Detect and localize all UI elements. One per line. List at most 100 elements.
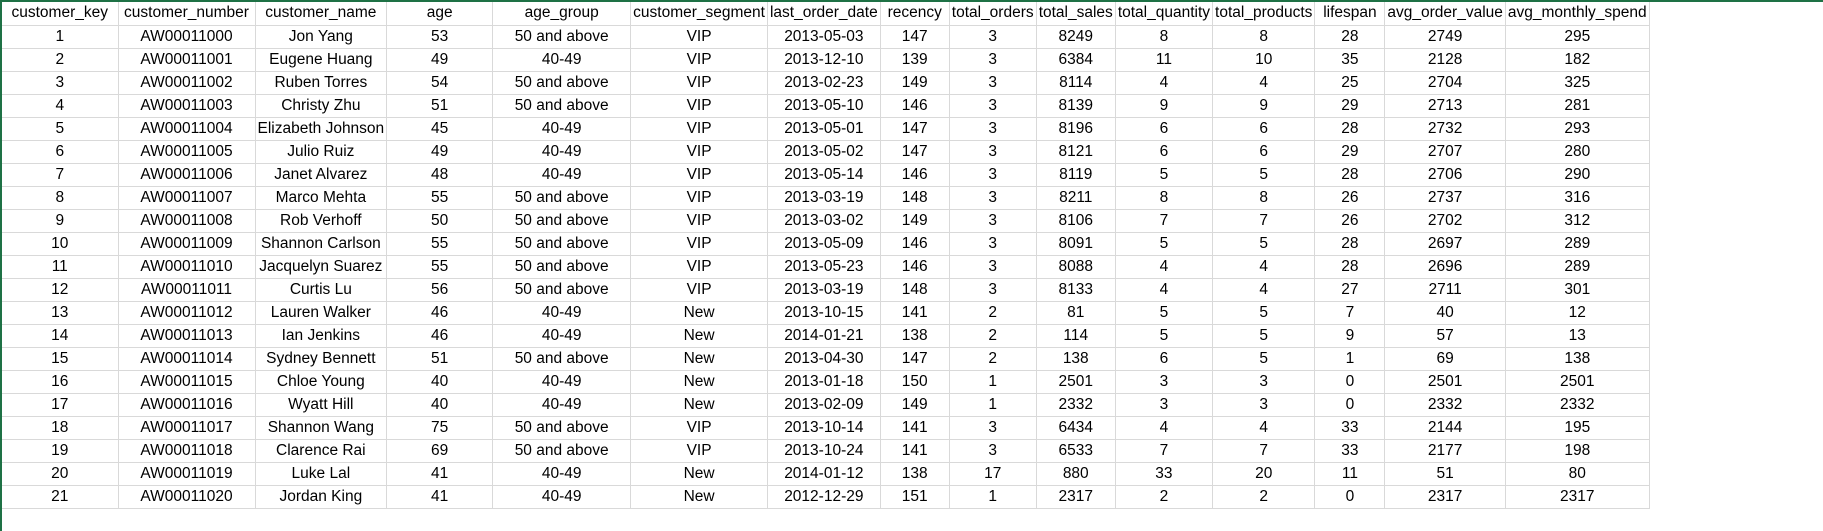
cell-age[interactable]: 55 bbox=[386, 232, 494, 256]
cell-customer-segment[interactable]: VIP bbox=[630, 94, 768, 118]
cell-total-orders[interactable]: 2 bbox=[949, 301, 1037, 325]
cell-lifespan[interactable]: 35 bbox=[1314, 48, 1386, 72]
cell-avg-monthly-spend[interactable]: 289 bbox=[1505, 255, 1650, 279]
cell-lifespan[interactable]: 33 bbox=[1314, 416, 1386, 440]
cell-age[interactable]: 55 bbox=[386, 255, 494, 279]
cell-lifespan[interactable]: 29 bbox=[1314, 140, 1386, 164]
cell-total-sales[interactable]: 8091 bbox=[1036, 232, 1116, 256]
cell-total-orders[interactable]: 3 bbox=[949, 186, 1037, 210]
cell-age[interactable]: 53 bbox=[386, 25, 494, 49]
cell-age-group[interactable]: 50 and above bbox=[492, 347, 632, 371]
cell-total-products[interactable]: 3 bbox=[1212, 393, 1316, 417]
cell-customer-key[interactable]: 14 bbox=[2, 324, 119, 348]
cell-total-quantity[interactable]: 11 bbox=[1115, 48, 1214, 72]
cell-lifespan[interactable]: 1 bbox=[1314, 347, 1386, 371]
cell-avg-order-value[interactable]: 2704 bbox=[1384, 71, 1506, 95]
cell-avg-order-value[interactable]: 2128 bbox=[1384, 48, 1506, 72]
cell-total-quantity[interactable]: 7 bbox=[1115, 439, 1214, 463]
cell-total-products[interactable]: 5 bbox=[1212, 163, 1316, 187]
cell-age-group[interactable]: 50 and above bbox=[492, 278, 632, 302]
cell-recency[interactable]: 149 bbox=[880, 393, 950, 417]
cell-customer-name[interactable]: Wyatt Hill bbox=[255, 393, 388, 417]
column-header-last-order-date[interactable]: last_order_date bbox=[767, 2, 881, 26]
cell-total-quantity[interactable]: 6 bbox=[1115, 117, 1214, 141]
cell-total-quantity[interactable]: 5 bbox=[1115, 163, 1214, 187]
cell-customer-segment[interactable]: VIP bbox=[630, 209, 768, 233]
cell-customer-number[interactable]: AW00011011 bbox=[118, 278, 256, 302]
cell-avg-order-value[interactable]: 2737 bbox=[1384, 186, 1506, 210]
cell-avg-monthly-spend[interactable]: 138 bbox=[1505, 347, 1650, 371]
cell-lifespan[interactable]: 28 bbox=[1314, 163, 1386, 187]
cell-customer-key[interactable]: 8 bbox=[2, 186, 119, 210]
cell-avg-order-value[interactable]: 2702 bbox=[1384, 209, 1506, 233]
cell-age[interactable]: 45 bbox=[386, 117, 494, 141]
cell-avg-monthly-spend[interactable]: 2317 bbox=[1505, 485, 1650, 509]
cell-age[interactable]: 51 bbox=[386, 94, 494, 118]
cell-age[interactable]: 46 bbox=[386, 301, 494, 325]
cell-avg-order-value[interactable]: 2144 bbox=[1384, 416, 1506, 440]
cell-customer-name[interactable]: Christy Zhu bbox=[255, 94, 388, 118]
cell-avg-order-value[interactable]: 2177 bbox=[1384, 439, 1506, 463]
cell-customer-key[interactable]: 2 bbox=[2, 48, 119, 72]
column-header-recency[interactable]: recency bbox=[880, 2, 950, 26]
column-header-total-quantity[interactable]: total_quantity bbox=[1115, 2, 1214, 26]
cell-customer-key[interactable]: 11 bbox=[2, 255, 119, 279]
cell-last-order-date[interactable]: 2013-04-30 bbox=[767, 347, 881, 371]
cell-age-group[interactable]: 50 and above bbox=[492, 209, 632, 233]
cell-recency[interactable]: 146 bbox=[880, 163, 950, 187]
cell-customer-segment[interactable]: VIP bbox=[630, 117, 768, 141]
cell-recency[interactable]: 141 bbox=[880, 439, 950, 463]
cell-total-products[interactable]: 4 bbox=[1212, 416, 1316, 440]
cell-lifespan[interactable]: 26 bbox=[1314, 209, 1386, 233]
cell-customer-number[interactable]: AW00011007 bbox=[118, 186, 256, 210]
cell-avg-monthly-spend[interactable]: 12 bbox=[1505, 301, 1650, 325]
column-header-age-group[interactable]: age_group bbox=[492, 2, 632, 26]
cell-customer-number[interactable]: AW00011017 bbox=[118, 416, 256, 440]
cell-customer-key[interactable]: 7 bbox=[2, 163, 119, 187]
cell-age-group[interactable]: 40-49 bbox=[492, 324, 632, 348]
cell-total-products[interactable]: 6 bbox=[1212, 140, 1316, 164]
cell-avg-order-value[interactable]: 51 bbox=[1384, 462, 1506, 486]
cell-total-orders[interactable]: 3 bbox=[949, 94, 1037, 118]
cell-age-group[interactable]: 40-49 bbox=[492, 370, 632, 394]
cell-customer-number[interactable]: AW00011002 bbox=[118, 71, 256, 95]
cell-customer-name[interactable]: Clarence Rai bbox=[255, 439, 388, 463]
cell-total-products[interactable]: 10 bbox=[1212, 48, 1316, 72]
cell-recency[interactable]: 146 bbox=[880, 94, 950, 118]
cell-customer-segment[interactable]: VIP bbox=[630, 416, 768, 440]
cell-total-quantity[interactable]: 8 bbox=[1115, 25, 1214, 49]
cell-customer-key[interactable]: 6 bbox=[2, 140, 119, 164]
cell-lifespan[interactable]: 29 bbox=[1314, 94, 1386, 118]
cell-last-order-date[interactable]: 2013-01-18 bbox=[767, 370, 881, 394]
cell-last-order-date[interactable]: 2013-03-19 bbox=[767, 278, 881, 302]
cell-avg-order-value[interactable]: 2697 bbox=[1384, 232, 1506, 256]
cell-customer-segment[interactable]: VIP bbox=[630, 163, 768, 187]
cell-total-orders[interactable]: 3 bbox=[949, 48, 1037, 72]
cell-customer-name[interactable]: Rob Verhoff bbox=[255, 209, 388, 233]
cell-total-quantity[interactable]: 3 bbox=[1115, 393, 1214, 417]
cell-age-group[interactable]: 50 and above bbox=[492, 416, 632, 440]
cell-total-quantity[interactable]: 7 bbox=[1115, 209, 1214, 233]
cell-lifespan[interactable]: 28 bbox=[1314, 255, 1386, 279]
cell-customer-segment[interactable]: VIP bbox=[630, 439, 768, 463]
column-header-customer-number[interactable]: customer_number bbox=[118, 2, 256, 26]
cell-total-orders[interactable]: 3 bbox=[949, 255, 1037, 279]
cell-total-sales[interactable]: 6434 bbox=[1036, 416, 1116, 440]
cell-lifespan[interactable]: 11 bbox=[1314, 462, 1386, 486]
cell-total-products[interactable]: 5 bbox=[1212, 347, 1316, 371]
cell-avg-monthly-spend[interactable]: 281 bbox=[1505, 94, 1650, 118]
cell-total-sales[interactable]: 6533 bbox=[1036, 439, 1116, 463]
cell-customer-number[interactable]: AW00011015 bbox=[118, 370, 256, 394]
cell-total-products[interactable]: 7 bbox=[1212, 439, 1316, 463]
cell-last-order-date[interactable]: 2013-12-10 bbox=[767, 48, 881, 72]
cell-total-orders[interactable]: 3 bbox=[949, 25, 1037, 49]
cell-age[interactable]: 41 bbox=[386, 462, 494, 486]
cell-customer-name[interactable]: Ian Jenkins bbox=[255, 324, 388, 348]
cell-age-group[interactable]: 40-49 bbox=[492, 163, 632, 187]
cell-avg-monthly-spend[interactable]: 182 bbox=[1505, 48, 1650, 72]
cell-customer-number[interactable]: AW00011016 bbox=[118, 393, 256, 417]
cell-recency[interactable]: 149 bbox=[880, 209, 950, 233]
cell-last-order-date[interactable]: 2013-10-15 bbox=[767, 301, 881, 325]
cell-age-group[interactable]: 40-49 bbox=[492, 117, 632, 141]
cell-customer-key[interactable]: 18 bbox=[2, 416, 119, 440]
